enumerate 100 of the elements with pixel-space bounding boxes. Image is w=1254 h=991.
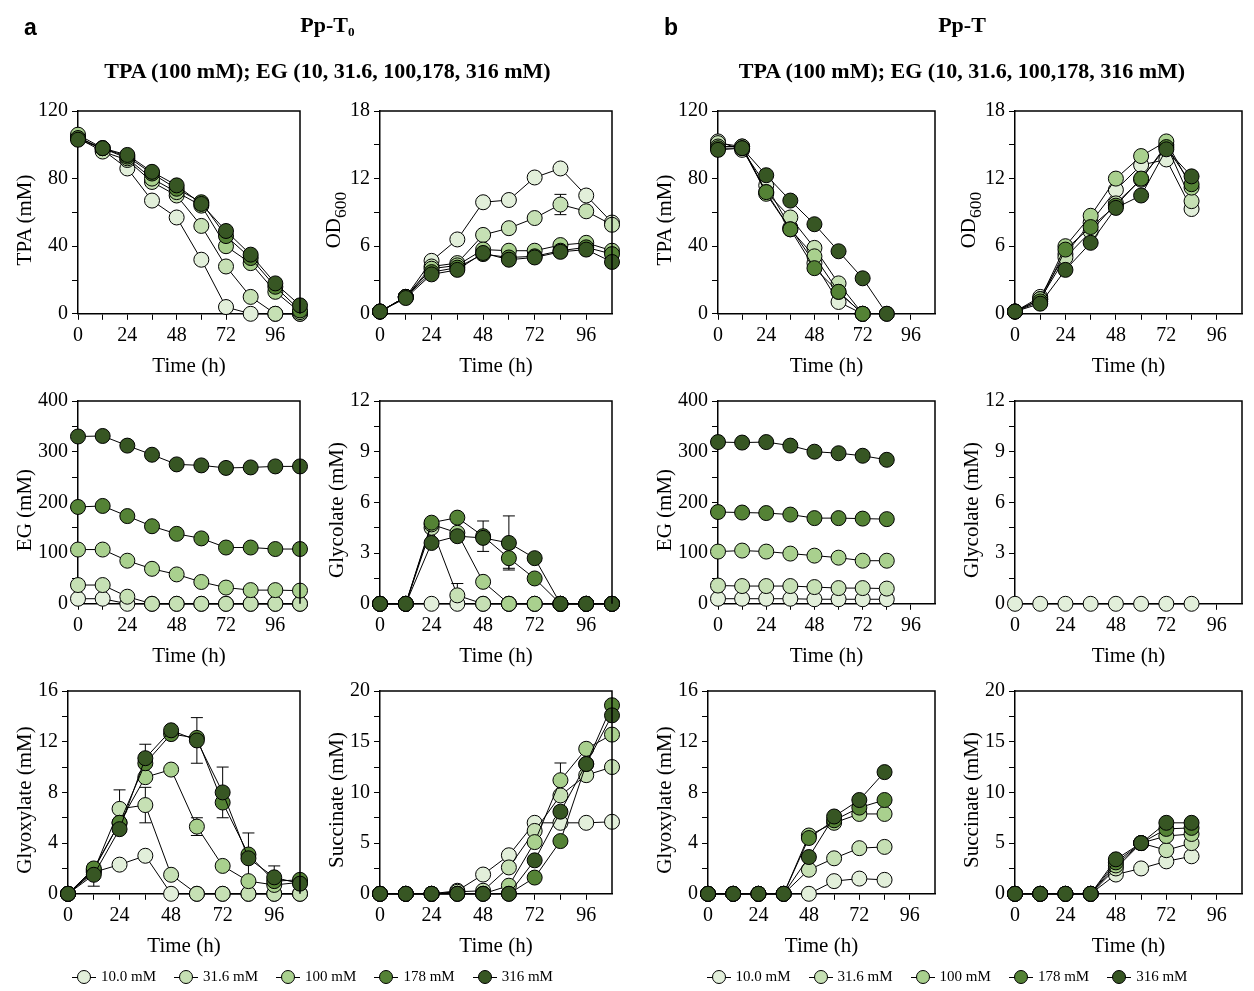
y-tick-label: 8 — [48, 779, 58, 802]
x-tick-label: 72 — [1156, 613, 1177, 636]
y-tick-label: 6 — [995, 233, 1005, 256]
x-tick-label: 48 — [798, 903, 819, 926]
x-tick-label: 24 — [748, 903, 769, 926]
y-tick-label: 0 — [58, 301, 68, 324]
y-tick-label: 18 — [350, 98, 370, 121]
legend-label: 31.6 mM — [203, 968, 259, 985]
x-axis-title: Time (h) — [1091, 352, 1166, 377]
y-tick-label: 300 — [678, 438, 708, 461]
y-tick-label: 400 — [678, 388, 708, 411]
y-tick-label: 0 — [995, 301, 1005, 324]
x-tick-label: 96 — [1206, 903, 1227, 926]
x-tick-label: 0 — [375, 323, 385, 346]
y-axis-title: TPA (mM) — [11, 174, 37, 266]
y-axis-title: Succinate (mM) — [958, 732, 984, 868]
x-tick-label: 72 — [524, 323, 545, 346]
legend-label: 178 mM — [1037, 968, 1090, 985]
x-axis-title: Time (h) — [789, 352, 864, 377]
y-tick-label: 0 — [995, 881, 1005, 904]
x-axis-title: Time (h) — [1091, 642, 1166, 667]
x-axis-title: Time (h) — [459, 932, 533, 957]
x-axis-title: Time (h) — [1091, 932, 1166, 957]
x-tick-label: 48 — [473, 903, 494, 926]
x-tick-label: 0 — [73, 613, 83, 636]
x-tick-label: 0 — [1010, 613, 1020, 636]
y-tick-label: 6 — [360, 233, 370, 256]
x-tick-label: 24 — [1055, 903, 1076, 926]
y-axis-title: TPA (mM) — [651, 174, 677, 266]
x-tick-label: 48 — [166, 323, 187, 346]
x-tick-label: 72 — [849, 903, 870, 926]
x-axis-title: Time (h) — [152, 352, 226, 377]
y-tick-label: 100 — [678, 540, 708, 563]
x-tick-label: 0 — [1010, 323, 1020, 346]
x-tick-label: 48 — [1105, 323, 1126, 346]
x-tick-label: 24 — [421, 613, 442, 636]
chart-title: Pp-T₀ — [300, 12, 355, 37]
x-tick-label: 72 — [524, 903, 545, 926]
y-tick-label: 16 — [678, 678, 698, 701]
x-tick-label: 72 — [212, 903, 233, 926]
x-tick-label: 24 — [117, 613, 138, 636]
y-tick-label: 120 — [38, 98, 68, 121]
x-tick-label: 24 — [1055, 613, 1076, 636]
x-axis-title: Time (h) — [459, 642, 533, 667]
x-tick-label: 96 — [264, 903, 285, 926]
x-tick-label: 96 — [1206, 613, 1227, 636]
y-tick-label: 120 — [678, 98, 708, 121]
chart-subtitle: TPA (100 mM); EG (10, 31.6, 100,178, 316 mM) — [103, 58, 552, 84]
x-tick-label: 96 — [900, 323, 921, 346]
x-tick-label: 24 — [117, 323, 138, 346]
x-tick-label: 96 — [265, 323, 286, 346]
x-tick-label: 72 — [852, 323, 873, 346]
x-tick-label: 72 — [216, 323, 236, 346]
legend-label: 10.0 mM — [101, 968, 157, 985]
x-tick-label: 0 — [713, 323, 723, 346]
y-tick-label: 15 — [350, 728, 370, 751]
x-tick-label: 0 — [375, 613, 385, 636]
y-tick-label: 10 — [350, 779, 370, 802]
x-tick-label: 24 — [421, 323, 442, 346]
y-tick-label: 0 — [360, 301, 370, 324]
legend-label: 31.6 mM — [837, 968, 893, 985]
y-tick-label: 0 — [48, 881, 58, 904]
x-tick-label: 48 — [804, 323, 825, 346]
x-tick-label: 24 — [109, 903, 130, 926]
x-tick-label: 48 — [166, 613, 187, 636]
y-axis-title: Glyoxylate (mM) — [651, 726, 677, 874]
legend-label: 316 mM — [1136, 968, 1188, 985]
x-tick-label: 24 — [756, 323, 777, 346]
x-tick-label: 96 — [576, 323, 597, 346]
legend-label: 10.0 mM — [735, 968, 791, 985]
y-tick-label: 12 — [350, 388, 370, 411]
y-tick-label: 15 — [985, 728, 1005, 751]
text: b — [664, 14, 679, 41]
x-tick-label: 48 — [804, 613, 825, 636]
x-tick-label: 96 — [899, 903, 920, 926]
x-tick-label: 0 — [1010, 903, 1020, 926]
y-tick-label: 40 — [48, 233, 68, 256]
y-tick-label: 0 — [360, 591, 370, 614]
x-tick-label: 48 — [161, 903, 182, 926]
y-tick-label: 5 — [360, 830, 370, 853]
y-tick-label: 80 — [688, 165, 708, 188]
x-tick-label: 72 — [216, 613, 236, 636]
y-tick-label: 6 — [360, 489, 370, 512]
y-tick-label: 10 — [985, 779, 1005, 802]
y-axis-title: Glyoxylate (mM) — [11, 726, 37, 874]
y-tick-label: 200 — [678, 489, 708, 512]
y-tick-label: 20 — [985, 678, 1005, 701]
x-tick-label: 72 — [852, 613, 873, 636]
y-tick-label: 5 — [995, 830, 1005, 853]
x-tick-label: 48 — [1105, 903, 1126, 926]
y-tick-label: 9 — [360, 438, 370, 461]
y-axis-title: EG (mM) — [11, 468, 37, 552]
text: a — [24, 14, 37, 41]
y-tick-label: 12 — [678, 728, 698, 751]
legend-label: 100 mM — [939, 968, 991, 985]
y-tick-label: 0 — [698, 301, 708, 324]
y-tick-label: 12 — [985, 388, 1005, 411]
x-tick-label: 0 — [73, 323, 83, 346]
x-tick-label: 72 — [1156, 323, 1177, 346]
y-tick-label: 18 — [985, 98, 1005, 121]
